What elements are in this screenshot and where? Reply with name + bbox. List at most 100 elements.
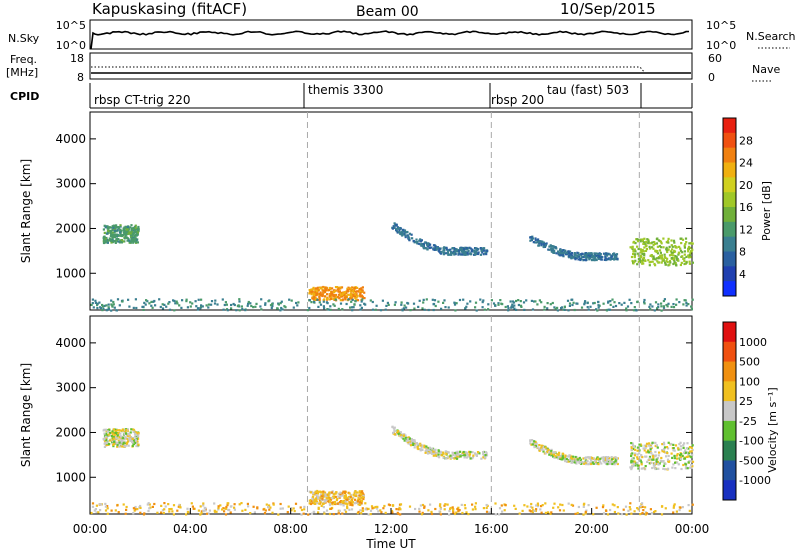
power-echo-cell: [665, 259, 668, 263]
power-echo-cell: [630, 255, 634, 259]
power-echo-cell: [359, 293, 362, 296]
velocity-echo-cell: [330, 507, 333, 510]
velocity-echo-cell: [636, 446, 639, 449]
colorbar-swatch: [723, 440, 736, 461]
velocity-echo-cell: [442, 456, 445, 459]
velocity-echo-cell: [655, 458, 658, 461]
velocity-echo-cell: [667, 467, 670, 470]
velocity-echo-cell: [213, 502, 216, 505]
velocity-echo-cell: [361, 496, 364, 499]
velocity-echo-cell: [114, 430, 117, 433]
power-echo-cell: [511, 306, 514, 309]
power-echo-cell: [103, 239, 106, 242]
power-echo-cell: [641, 259, 645, 262]
velocity-echo-cell: [467, 513, 470, 516]
power-echo-cell: [161, 303, 164, 306]
power-echo-cell: [199, 307, 202, 310]
velocity-echo-cell: [456, 507, 459, 511]
velocity-echo-cell: [536, 503, 540, 506]
velocity-echo-cell: [691, 453, 694, 456]
power-echo-cell: [404, 236, 407, 239]
velocity-echo-cell: [404, 436, 407, 439]
power-echo-cell: [556, 250, 560, 253]
power-echo-cell: [352, 294, 355, 297]
velocity-echo-cell: [353, 494, 356, 497]
velocity-echo-cell: [637, 467, 640, 470]
velocity-echo-cell: [369, 513, 372, 516]
velocity-echo-cell: [359, 509, 362, 512]
power-echo-cell: [414, 240, 417, 244]
power-echo-cell: [249, 302, 252, 305]
velocity-echo-cell: [346, 505, 349, 508]
velocity-echo-cell: [312, 499, 315, 502]
power-echo-cell: [691, 248, 694, 251]
power-echo-cell: [371, 308, 375, 311]
velocity-echo-cell: [130, 439, 133, 442]
velocity-echo-cell: [136, 442, 139, 445]
power-echo-cell: [676, 259, 680, 262]
velocity-echo-cell: [197, 509, 200, 512]
velocity-echo-cell: [653, 466, 656, 469]
power-echo-cell: [127, 237, 130, 241]
power-echo-cell: [597, 253, 600, 256]
colorbar-swatch: [723, 221, 736, 238]
velocity-echo-cell: [544, 511, 547, 514]
velocity-echo-cell: [344, 510, 348, 513]
velocity-echo-cell: [204, 506, 207, 510]
velocity-echo-cell: [430, 450, 433, 453]
power-echo-cell: [471, 248, 474, 251]
power-echo-cell: [316, 291, 319, 294]
power-echo-cell: [547, 248, 550, 251]
velocity-echo-cell: [132, 512, 135, 515]
power-echo-cell: [687, 254, 690, 257]
power-echo-cell: [125, 228, 128, 231]
velocity-echo-cell: [111, 430, 114, 433]
power-echo-cell: [128, 231, 131, 234]
velocity-echo-cell: [106, 512, 109, 515]
power-echo-cell: [110, 309, 113, 312]
velocity-echo-cell: [325, 509, 329, 512]
power-echo-cell: [549, 244, 552, 247]
power-echo-cell: [689, 246, 692, 249]
power-echo-cell: [369, 299, 372, 302]
velocity-echo-cell: [223, 510, 226, 513]
power-echo-cell: [534, 238, 537, 241]
power-echo-cell: [379, 309, 383, 312]
velocity-echo-cell: [582, 513, 585, 516]
power-echo-cell: [185, 300, 188, 303]
power-echo-cell: [201, 305, 204, 308]
power-echo-cell: [337, 293, 340, 296]
power-echo-cell: [115, 309, 118, 312]
power-echo-cell: [562, 252, 565, 255]
power-echo-cell: [352, 289, 355, 292]
power-echo-cell: [465, 246, 468, 249]
power-echo-cell: [643, 302, 646, 305]
velocity-echo-cell: [500, 504, 503, 507]
velocity-echo-cell: [584, 512, 587, 515]
velocity-echo-cell: [632, 447, 635, 451]
velocity-echo-cell: [382, 507, 385, 510]
velocity-echo-cell: [446, 456, 449, 459]
velocity-echo-cell: [568, 454, 571, 457]
velocity-echo-cell: [168, 510, 171, 513]
y-tick-label: 1000: [55, 266, 86, 280]
power-echo-cell: [158, 298, 161, 301]
power-echo-cell: [420, 244, 423, 247]
power-echo-cell: [465, 253, 468, 256]
power-echo-cell: [358, 287, 361, 291]
power-echo-cell: [350, 300, 353, 303]
power-echo-cell: [580, 256, 583, 259]
power-echo-cell: [398, 229, 401, 232]
velocity-echo-cell: [161, 509, 164, 512]
velocity-echo-cell: [630, 512, 633, 515]
velocity-echo-cell: [690, 446, 693, 450]
velocity-echo-cell: [162, 511, 165, 515]
velocity-echo-cell: [434, 448, 437, 451]
velocity-echo-cell: [609, 508, 612, 512]
power-echo-cell: [536, 303, 539, 306]
velocity-echo-cell: [122, 503, 125, 506]
power-echo-cell: [576, 255, 579, 259]
power-echo-cell: [506, 305, 509, 308]
power-echo-cell: [581, 252, 584, 255]
